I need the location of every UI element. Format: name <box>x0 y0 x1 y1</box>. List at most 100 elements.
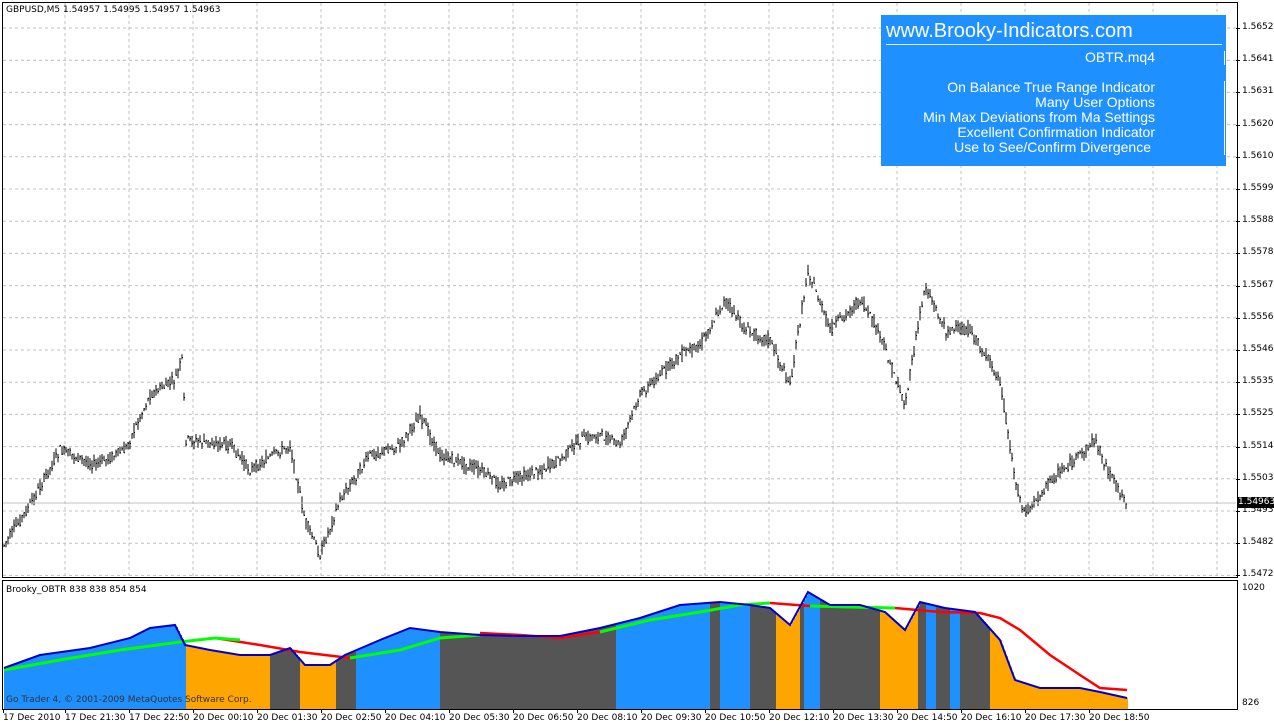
price-axis-label: 1.56528 <box>1242 22 1274 32</box>
obtr-histogram-bar <box>52 653 54 709</box>
obtr-histogram-bar <box>200 648 202 709</box>
obtr-histogram-bar <box>1046 688 1048 709</box>
obtr-histogram-bar <box>424 629 426 709</box>
obtr-histogram-bar <box>162 626 164 709</box>
obtr-histogram-bar <box>174 625 176 709</box>
time-axis-label: 20 Dec 09:30 <box>641 713 702 723</box>
time-axis-label: 20 Dec 00:10 <box>193 713 254 723</box>
obtr-histogram-bar <box>746 604 748 709</box>
obtr-histogram-bar <box>408 628 410 709</box>
obtr-histogram-bar <box>884 611 886 709</box>
obtr-histogram-bar <box>498 635 500 709</box>
price-axis-label: 1.54828 <box>1242 537 1274 548</box>
obtr-histogram-bar <box>1110 694 1112 709</box>
obtr-histogram-bar <box>184 643 186 709</box>
obtr-histogram-bar <box>906 628 908 709</box>
obtr-histogram-bar <box>344 655 346 709</box>
obtr-histogram-bar <box>44 654 46 709</box>
obtr-histogram-bar <box>1068 688 1070 709</box>
obtr-histogram-bar <box>948 608 950 709</box>
obtr-histogram-bar <box>1054 688 1056 709</box>
obtr-histogram-bar <box>810 593 812 709</box>
obtr-histogram-bar <box>50 653 52 709</box>
obtr-histogram-bar <box>294 652 296 709</box>
obtr-histogram-bar <box>762 606 764 709</box>
obtr-histogram-bar <box>104 644 106 709</box>
ad-file-name: OBTR.mq4 <box>1084 49 1155 65</box>
obtr-histogram-bar <box>308 665 310 709</box>
obtr-histogram-bar <box>350 652 352 709</box>
obtr-histogram-bar <box>976 613 978 709</box>
obtr-histogram-bar <box>900 625 902 709</box>
obtr-histogram-bar <box>732 603 734 709</box>
obtr-histogram-bar <box>584 631 586 709</box>
obtr-histogram-bar <box>146 630 148 709</box>
obtr-histogram-bar <box>836 605 838 709</box>
obtr-histogram-bar <box>570 634 572 709</box>
obtr-histogram-bar <box>960 610 962 709</box>
obtr-histogram-bar <box>1116 695 1118 709</box>
obtr-histogram-bar <box>568 634 570 709</box>
time-axis-label: 20 Dec 02:50 <box>321 713 382 723</box>
obtr-histogram-bar <box>962 610 964 709</box>
obtr-histogram-bar <box>144 631 146 709</box>
obtr-histogram-bar <box>1064 688 1066 709</box>
obtr-histogram-bar <box>290 648 292 709</box>
obtr-histogram-bar <box>806 595 808 709</box>
obtr-histogram-bar <box>74 650 76 709</box>
obtr-histogram-bar <box>760 606 762 709</box>
price-axis-label: 1.56418 <box>1242 54 1274 65</box>
obtr-histogram-bar <box>738 603 740 709</box>
obtr-histogram-bar <box>248 655 250 709</box>
obtr-histogram-bar <box>970 611 972 709</box>
obtr-histogram-bar <box>534 636 536 709</box>
obtr-histogram-bar <box>600 628 602 709</box>
copyright-text: Go Trader 4, © 2001-2009 MetaQuotes Soft… <box>6 695 252 705</box>
obtr-histogram-bar <box>652 614 654 709</box>
obtr-histogram-bar <box>1066 688 1068 709</box>
obtr-histogram-bar <box>372 643 374 709</box>
obtr-histogram-bar <box>430 630 432 709</box>
price-axis-tick <box>1236 317 1240 319</box>
obtr-histogram-bar <box>34 657 36 709</box>
obtr-histogram-bar <box>474 634 476 709</box>
obtr-histogram-bar <box>220 651 222 709</box>
obtr-histogram-bar <box>222 652 224 709</box>
obtr-histogram-bar <box>854 605 856 709</box>
time-axis-label: 20 Dec 01:30 <box>257 713 318 723</box>
obtr-histogram-bar <box>1008 661 1010 709</box>
obtr-histogram-bar <box>56 652 58 709</box>
obtr-histogram-bar <box>1000 640 1002 709</box>
obtr-histogram-bar <box>830 605 832 709</box>
obtr-histogram-bar <box>66 651 68 709</box>
obtr-histogram-bar <box>140 633 142 709</box>
obtr-histogram-bar <box>1032 685 1034 709</box>
obtr-histogram-bar <box>188 645 190 709</box>
obtr-histogram-bar <box>240 655 242 709</box>
obtr-histogram-bar <box>300 659 302 709</box>
obtr-histogram-bar <box>590 630 592 709</box>
obtr-histogram-bar <box>428 630 430 709</box>
price-axis-tick <box>1236 92 1240 94</box>
price-axis-tick <box>1236 575 1240 577</box>
obtr-histogram-bar <box>658 612 660 709</box>
obtr-histogram-bar <box>1012 672 1014 709</box>
obtr-histogram-bar <box>756 605 758 709</box>
obtr-histogram-bar <box>618 623 620 709</box>
price-axis-tick <box>1236 285 1240 287</box>
price-axis-tick <box>1236 543 1240 545</box>
obtr-histogram-bar <box>1058 688 1060 709</box>
obtr-histogram-bar <box>270 655 272 709</box>
obtr-histogram-bar <box>918 605 920 709</box>
obtr-histogram-bar <box>608 626 610 709</box>
obtr-histogram-bar <box>928 603 930 709</box>
obtr-histogram-bar <box>328 665 330 709</box>
price-axis-label: 1.55253 <box>1242 408 1274 419</box>
obtr-histogram-bar <box>216 651 218 709</box>
obtr-histogram-bar <box>1020 681 1022 709</box>
obtr-histogram-bar <box>896 621 898 709</box>
obtr-histogram-bar <box>834 605 836 709</box>
obtr-histogram-bar <box>90 648 92 709</box>
obtr-histogram-bar <box>100 645 102 709</box>
obtr-histogram-bar <box>4 668 6 709</box>
